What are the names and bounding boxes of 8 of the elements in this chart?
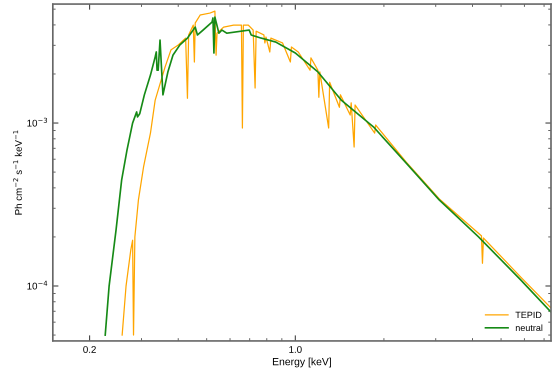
y-tick-label: 10$^{−3}$ xyxy=(27,118,48,127)
legend-label: TEPID xyxy=(515,312,542,318)
y-axis-title: Ph cm$^{−2}$ s$^{−1}$ keV$^{−1}$ xyxy=(13,130,22,215)
x-tick-label: 0.2 xyxy=(83,346,96,353)
y-tick-label: 10$^{−4}$ xyxy=(27,280,48,290)
legend-label: neutral xyxy=(516,324,542,332)
x-axis-title: Energy [keV] xyxy=(272,358,331,368)
x-tick-label: 1.0 xyxy=(289,346,302,353)
